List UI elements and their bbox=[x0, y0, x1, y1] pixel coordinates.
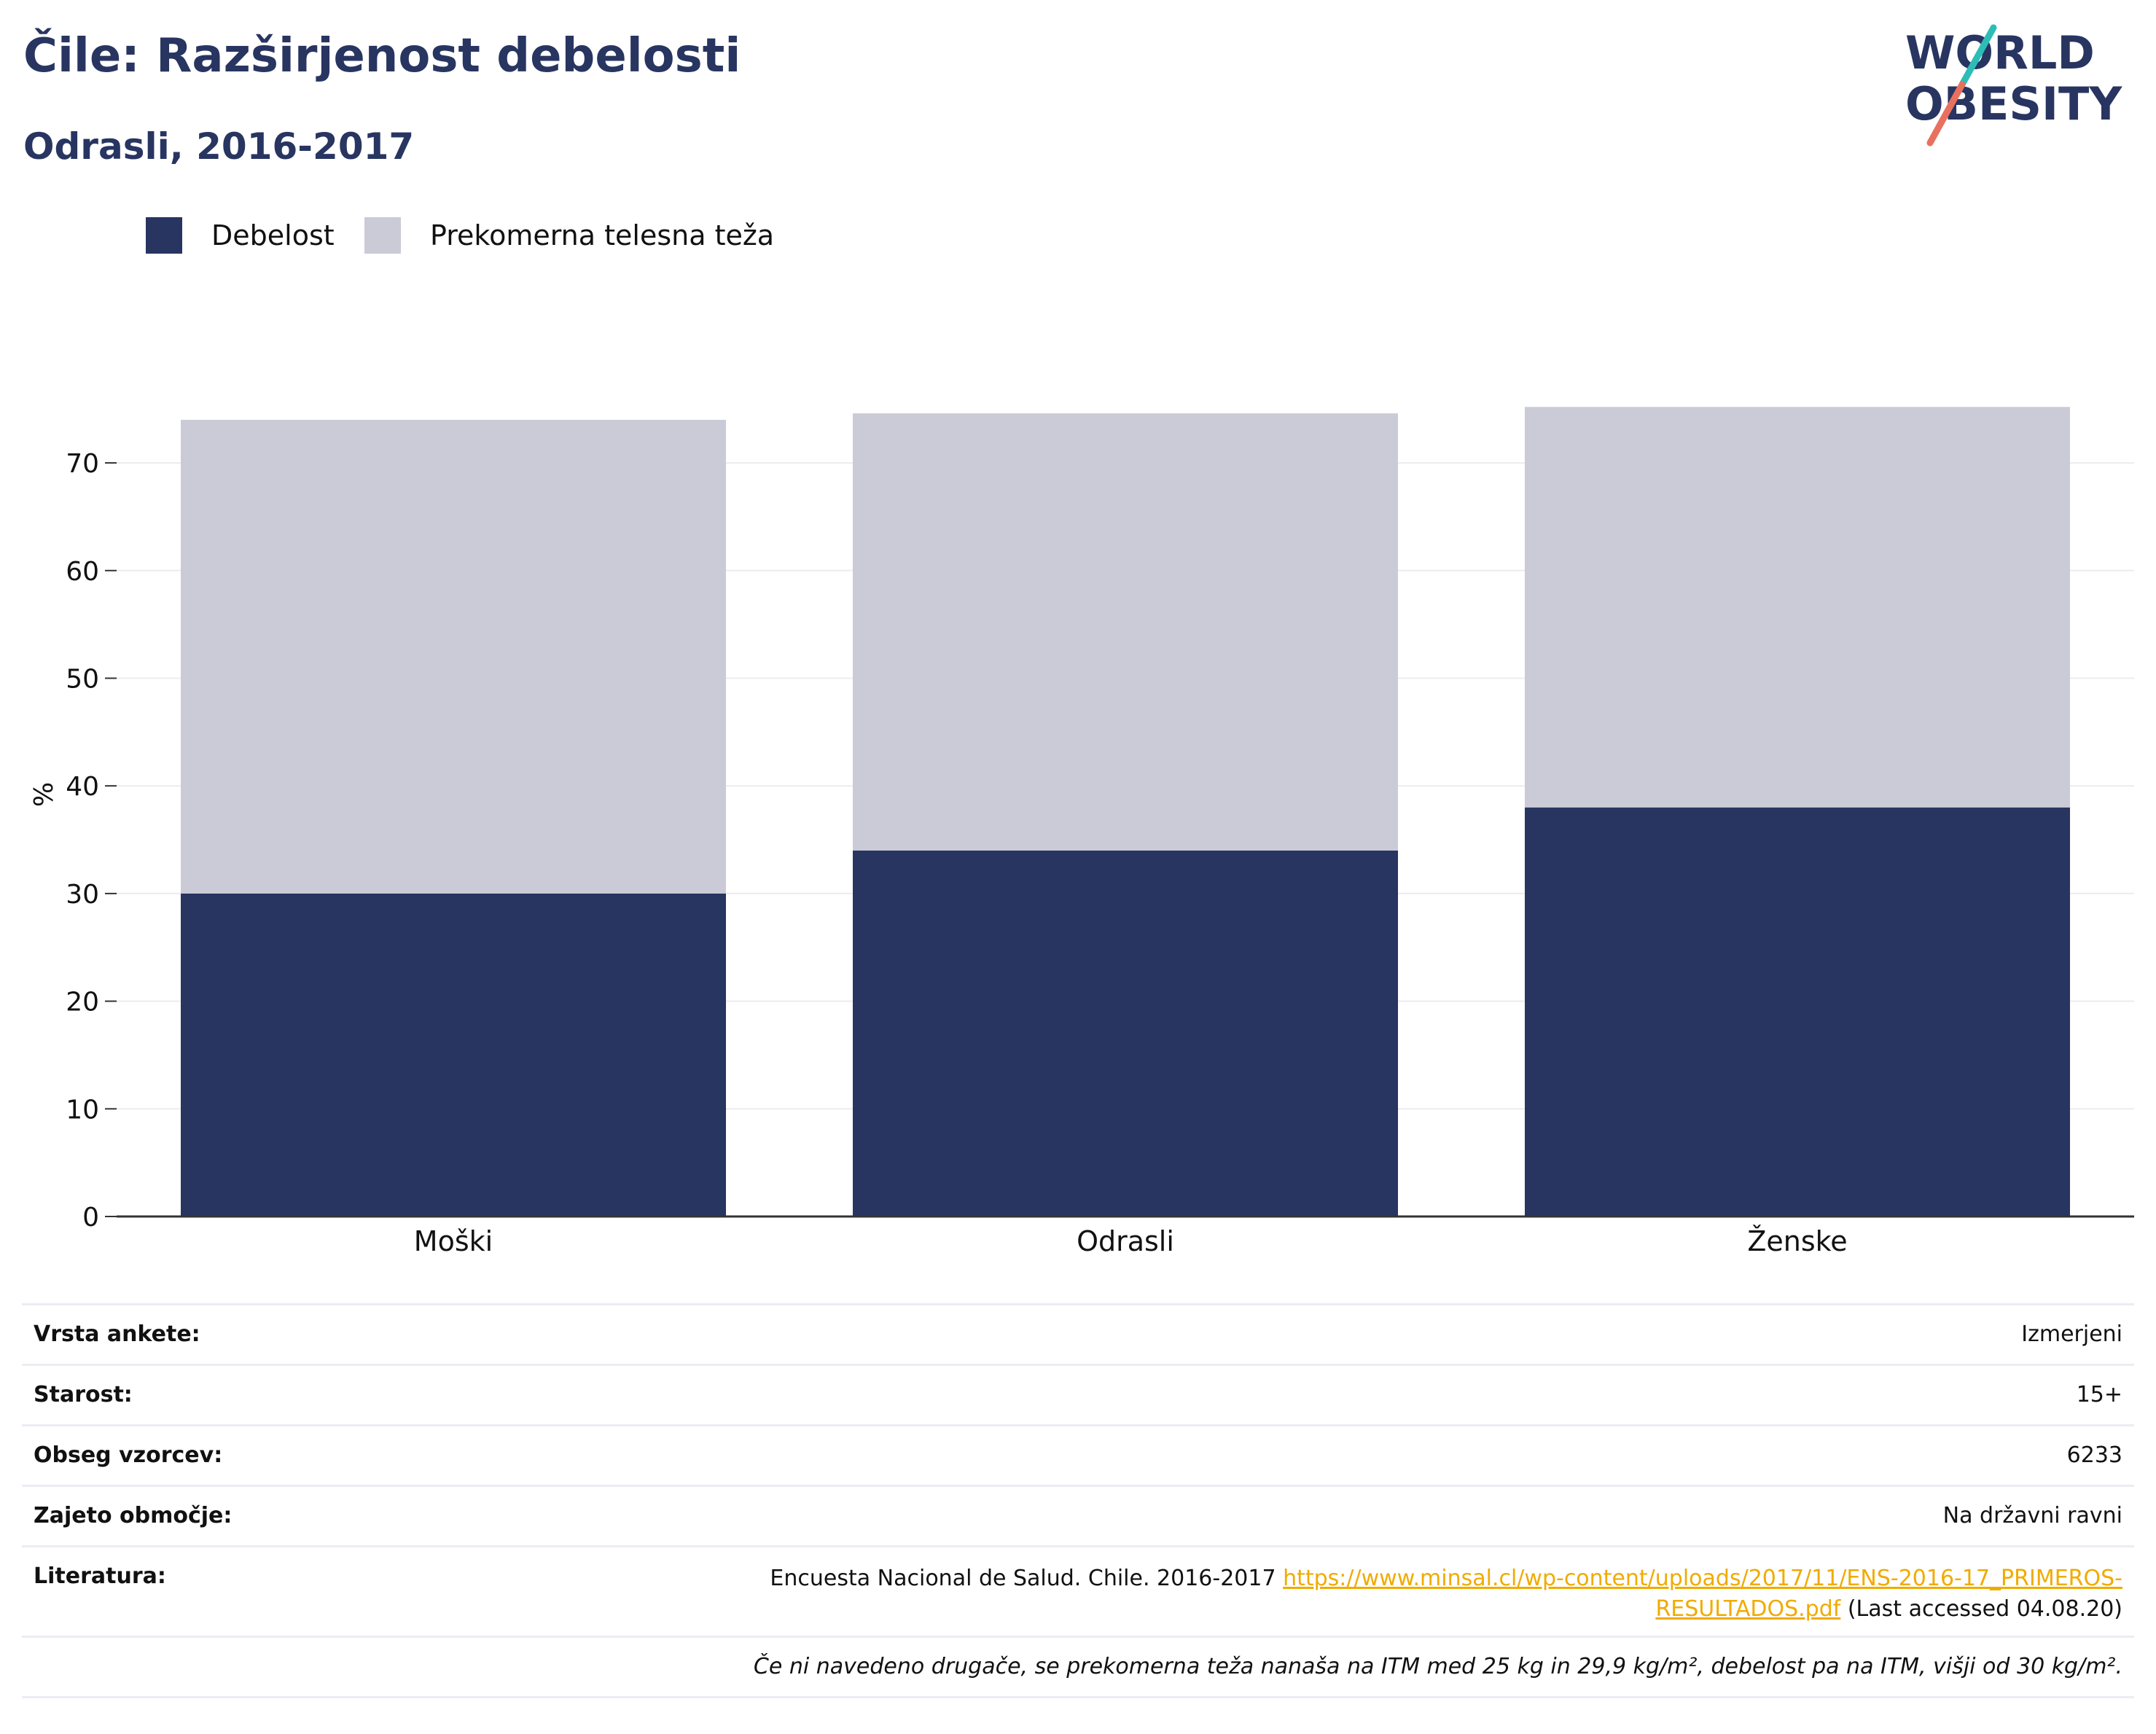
meta-key: Literatura: bbox=[34, 1563, 166, 1589]
legend-item-obesity: Debelost bbox=[146, 217, 335, 254]
bar-obesity-1 bbox=[853, 850, 1398, 1216]
x-category-label: Ženske bbox=[1747, 1225, 1847, 1257]
x-category-label: Odrasli bbox=[1077, 1225, 1174, 1257]
bar-overweight-2 bbox=[1525, 407, 2070, 808]
meta-value: Izmerjeni bbox=[2021, 1321, 2122, 1347]
meta-key: Vrsta ankete: bbox=[34, 1321, 200, 1347]
y-tick-label: 10 bbox=[66, 1095, 99, 1125]
literature-link[interactable]: https://www.minsal.cl/wp-content/uploads… bbox=[1283, 1566, 2122, 1591]
meta-value: Na državni ravni bbox=[1942, 1503, 2122, 1528]
meta-value: 6233 bbox=[2066, 1442, 2122, 1468]
y-axis-label: % bbox=[29, 782, 59, 807]
literature-text: Encuesta Nacional de Salud. Chile. 2016-… bbox=[770, 1566, 1284, 1591]
x-axis-labels: Moški Odrasli Ženske bbox=[414, 1225, 1848, 1257]
legend-label-overweight: Prekomerna telesna teža bbox=[430, 219, 775, 251]
literature-value: Encuesta Nacional de Salud. Chile. 2016-… bbox=[770, 1563, 2122, 1636]
legend-swatch-overweight bbox=[364, 217, 401, 254]
bars bbox=[181, 407, 2070, 1216]
meta-row: Starost: 15+ bbox=[22, 1364, 2134, 1424]
y-tick-label: 30 bbox=[66, 880, 99, 910]
y-tick-label: 40 bbox=[66, 772, 99, 802]
meta-row-note: Če ni navedeno drugače, se prekomerna te… bbox=[22, 1636, 2134, 1696]
meta-row: Zajeto območje: Na državni ravni bbox=[22, 1485, 2134, 1545]
chart-title: Čile: Razširjenost debelosti bbox=[23, 29, 741, 83]
meta-row-literature: Literatura: Encuesta Nacional de Salud. C… bbox=[22, 1545, 2134, 1636]
y-tick-label: 0 bbox=[82, 1203, 99, 1233]
world-obesity-logo: WORLD OBESITY bbox=[1905, 24, 2122, 147]
literature-link-continued[interactable]: RESULTADOS.pdf bbox=[1655, 1596, 1841, 1622]
bar-overweight-1 bbox=[853, 413, 1398, 851]
meta-row: Vrsta ankete: Izmerjeni bbox=[22, 1303, 2134, 1364]
meta-bottom-border bbox=[22, 1696, 2134, 1698]
legend-label-obesity: Debelost bbox=[211, 219, 335, 251]
x-category-label: Moški bbox=[414, 1225, 493, 1257]
meta-value: 15+ bbox=[2076, 1382, 2122, 1407]
metadata-table: Vrsta ankete: Izmerjeni Starost: 15+ Obseg v… bbox=[22, 1303, 2134, 1698]
chart-subtitle: Odrasli, 2016-2017 bbox=[23, 125, 415, 168]
meta-key: Starost: bbox=[34, 1382, 133, 1407]
definition-note: Če ni navedeno drugače, se prekomerna te… bbox=[753, 1654, 2122, 1679]
legend-item-overweight: Prekomerna telesna teža bbox=[364, 217, 774, 254]
bar-obesity-0 bbox=[181, 893, 726, 1216]
literature-accessed: (Last accessed 04.08.20) bbox=[1840, 1596, 2122, 1622]
meta-key: Obseg vzorcev: bbox=[34, 1442, 223, 1468]
bar-chart: 0 10 20 30 40 50 60 70 Moški Odrasli Ženske % bbox=[29, 407, 2134, 1257]
logo-word-1: WORLD bbox=[1905, 26, 2095, 79]
y-tick-label: 60 bbox=[66, 557, 99, 587]
y-tick-label: 20 bbox=[66, 988, 99, 1018]
bar-obesity-2 bbox=[1525, 807, 2070, 1216]
y-tick-label: 70 bbox=[66, 449, 99, 479]
y-tick-label: 50 bbox=[66, 665, 99, 695]
legend-swatch-obesity bbox=[146, 217, 182, 254]
bar-overweight-0 bbox=[181, 420, 726, 894]
meta-key: Zajeto območje: bbox=[34, 1503, 233, 1528]
meta-row: Obseg vzorcev: 6233 bbox=[22, 1424, 2134, 1485]
y-axis-ticks: 0 10 20 30 40 50 60 70 bbox=[66, 449, 117, 1233]
